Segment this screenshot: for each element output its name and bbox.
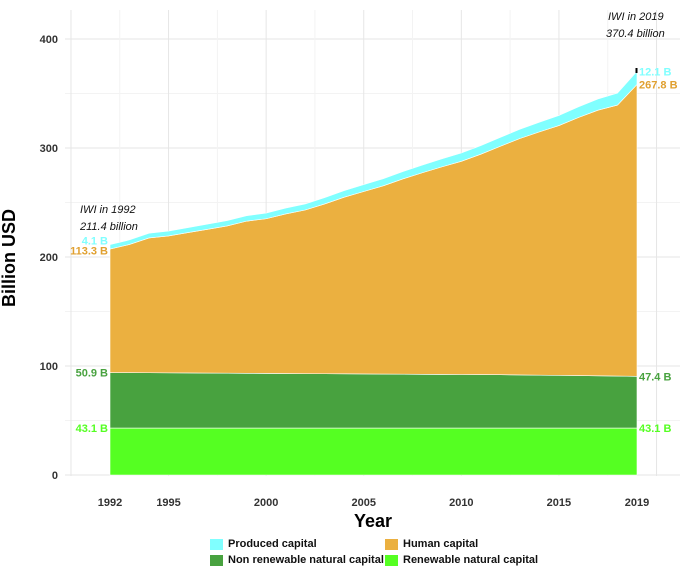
- annotation-2019-line1: IWI in 2019: [608, 11, 664, 23]
- end-label-3: 43.1 B: [639, 423, 671, 435]
- y-tick-0: 0: [52, 470, 58, 482]
- y-axis-title: Billion USD: [0, 209, 19, 307]
- annotation-2019-line2: 370.4 billion: [606, 28, 665, 40]
- legend-swatch-nonrenewable: [210, 554, 223, 566]
- legend-item-nonrenewable: Non renewable natural capital: [210, 554, 385, 566]
- x-tick-2000: 2000: [254, 497, 278, 509]
- start-label-1: 113.3 B: [70, 245, 108, 257]
- legend-item-renewable: Renewable natural capital: [385, 554, 565, 566]
- y-axis-ticks: 0 100 200 300 400: [40, 34, 58, 482]
- x-tick-2019: 2019: [625, 497, 649, 509]
- legend-swatch-produced: [210, 538, 223, 550]
- y-tick-200: 200: [40, 252, 58, 264]
- start-label-2: 50.9 B: [76, 368, 108, 380]
- end-label-0: 12.1 B: [639, 66, 671, 78]
- stacked-areas: [109, 70, 638, 476]
- y-tick-100: 100: [40, 361, 58, 373]
- area-produced-capital: [109, 70, 638, 250]
- annotation-1992-line1: IWI in 1992: [80, 204, 136, 216]
- x-axis-ticks: 1992 1995 2000 2005 2010 2015 2019: [98, 497, 649, 509]
- end-label-1: 267.8 B: [639, 79, 678, 91]
- legend-label-nonrenewable: Non renewable natural capital: [228, 554, 384, 566]
- area-renewable-natural-capital: [109, 427, 638, 476]
- x-tick-1992: 1992: [98, 497, 122, 509]
- end-marker: [635, 68, 638, 73]
- x-axis-title: Year: [354, 511, 392, 531]
- legend-label-produced: Produced capital: [228, 538, 317, 550]
- legend-label-renewable: Renewable natural capital: [403, 554, 539, 566]
- legend-label-human: Human capital: [403, 538, 479, 550]
- start-label-3: 43.1 B: [76, 423, 108, 435]
- legend-swatch-renewable: [385, 554, 398, 566]
- area-non-renewable-natural-capital: [109, 372, 638, 429]
- iwi-area-chart: 0 100 200 300 400 1992 1995 2000 2005 2010 2015 20…: [0, 10, 680, 531]
- legend-item-human: Human capital: [385, 538, 565, 550]
- x-tick-2015: 2015: [547, 497, 571, 509]
- legend-swatch-human: [385, 538, 398, 550]
- annotation-1992-line2: 211.4 billion: [79, 221, 138, 233]
- x-tick-2005: 2005: [351, 497, 375, 509]
- legend-item-produced: Produced capital: [210, 538, 385, 550]
- x-tick-1995: 1995: [156, 497, 180, 509]
- x-tick-2010: 2010: [449, 497, 473, 509]
- end-label-2: 47.4 B: [639, 371, 671, 383]
- legend: Produced capital Human capital Non renew…: [210, 538, 590, 566]
- y-tick-300: 300: [40, 143, 58, 155]
- start-label-0: 4.1 B: [82, 236, 108, 248]
- y-tick-400: 400: [40, 34, 58, 46]
